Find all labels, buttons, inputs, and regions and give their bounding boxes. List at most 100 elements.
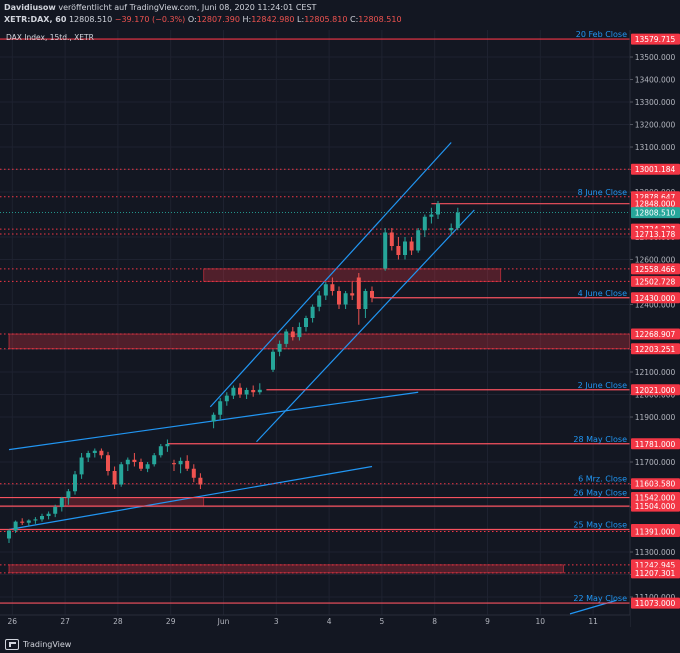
candle-down [330, 284, 335, 291]
candle-up [165, 444, 170, 447]
level-price-label: 13579.715 [635, 35, 676, 44]
candle-down [198, 477, 203, 485]
level-price-label: 12848.000 [635, 200, 676, 209]
high-value: 12842.980 [251, 15, 295, 24]
close-value: 12808.510 [358, 15, 402, 24]
candle-down [172, 463, 176, 465]
level-price-label: 11781.000 [635, 440, 676, 449]
price-tick-label: 11900.000 [635, 413, 676, 422]
level-annotation: 26 May Close [573, 489, 627, 498]
level-price-tag [631, 597, 680, 609]
candle-up [343, 293, 348, 305]
price-tick-label: 12400.000 [635, 301, 676, 310]
candle-down [238, 387, 242, 395]
time-tick-label: 8 [432, 617, 437, 626]
time-tick-label: 27 [60, 617, 70, 626]
candle-down [185, 460, 190, 469]
level-price-label: 11391.000 [635, 528, 676, 537]
time-tick-label: 9 [485, 617, 490, 626]
publish-info: Davidiusow veröffentlicht auf TradingVie… [4, 1, 316, 14]
price-tick-label: 11300.000 [635, 548, 676, 557]
level-price-label: 12878.647 [635, 193, 676, 202]
chart-title: DAX Index, 15td., XETR [6, 33, 94, 42]
levels: 20 Feb Close 8 June Close 4 June Close 2 Ju… [0, 30, 630, 604]
level-annotation: 28 May Close [573, 435, 627, 444]
candle-down [409, 241, 414, 251]
level-annotation: 25 May Close [573, 521, 627, 530]
price-tick-label: 13100.000 [635, 143, 676, 152]
candle-down [337, 291, 341, 305]
level-price-label: 13001.184 [635, 165, 676, 174]
candle-down [99, 450, 104, 456]
high-label: H: [242, 15, 252, 24]
level-price-tag [631, 343, 680, 355]
candle-up [86, 453, 91, 458]
time-tick-label: 10 [536, 617, 546, 626]
level-price-tag [631, 478, 680, 490]
price-tick-label: 13400.000 [635, 76, 676, 85]
candle-up [224, 395, 229, 402]
tradingview-logo[interactable]: TradingView [5, 638, 71, 651]
candle-up [383, 232, 388, 269]
level-price-label: 12502.728 [635, 277, 676, 286]
level-annotation: 22 May Close [573, 594, 627, 603]
zone-rect [8, 564, 564, 574]
time-tick-label: 11 [588, 617, 598, 626]
price-change: −39.170 (−0.3%) [114, 15, 186, 24]
level-price-label: 11073.000 [635, 599, 676, 608]
time-axis[interactable] [0, 615, 630, 627]
candle-up [158, 446, 163, 456]
time-tick-label: 26 [8, 617, 18, 626]
candle-down [191, 468, 196, 478]
zone-rect [203, 268, 502, 282]
level-price-label: 12268.907 [635, 330, 676, 339]
level-price-tag [631, 33, 680, 45]
level-price-tag [631, 275, 680, 287]
current-price-tag [631, 207, 680, 219]
candle-up [211, 414, 216, 422]
close-label: C: [350, 15, 359, 24]
zone-rect [8, 333, 630, 350]
author-name[interactable]: Davidiusow [4, 3, 56, 12]
level-price-tag [631, 228, 680, 240]
candle-up [449, 228, 454, 231]
candle-down [396, 246, 401, 255]
time-tick-label: 5 [380, 617, 385, 626]
candle-up [297, 327, 302, 338]
candle-down [112, 471, 117, 485]
candle-up [59, 498, 64, 507]
candle-up [277, 343, 282, 352]
candle-down [251, 390, 256, 393]
level-price-tag [631, 492, 680, 504]
candle-up [284, 331, 289, 344]
candle-up [79, 457, 84, 475]
time-tick-label: 4 [327, 617, 332, 626]
candle-up [125, 459, 130, 465]
time-tick-label: 3 [274, 617, 279, 626]
candle-up [436, 203, 440, 215]
price-tick-label: 11700.000 [635, 458, 676, 467]
candle-up [40, 516, 44, 520]
level-price-tag [631, 438, 680, 450]
low-label: L: [297, 15, 305, 24]
candle-up [7, 530, 11, 539]
candle-up [13, 521, 18, 531]
candle-up [178, 460, 183, 465]
candle-down [370, 291, 374, 298]
open-value: 12807.390 [196, 15, 240, 24]
candle-up [317, 295, 322, 307]
low-value: 12805.810 [304, 15, 348, 24]
level-price-tag [631, 163, 680, 175]
candle-up [403, 241, 407, 255]
level-annotation: 6 Mrz. Close [578, 475, 627, 484]
level-annotation: 8 June Close [578, 188, 627, 197]
candle-up [73, 474, 77, 492]
level-price-label: 11242.945 [635, 561, 676, 570]
level-price-tag [631, 384, 680, 396]
time-tick-label: 28 [113, 617, 123, 626]
time-axis-ticks: 26 27 28 29 Jun 3 4 5 8 9 10 11 [8, 617, 599, 626]
plot-background [0, 30, 630, 627]
candle-down [290, 331, 295, 338]
candle-up [323, 284, 328, 296]
